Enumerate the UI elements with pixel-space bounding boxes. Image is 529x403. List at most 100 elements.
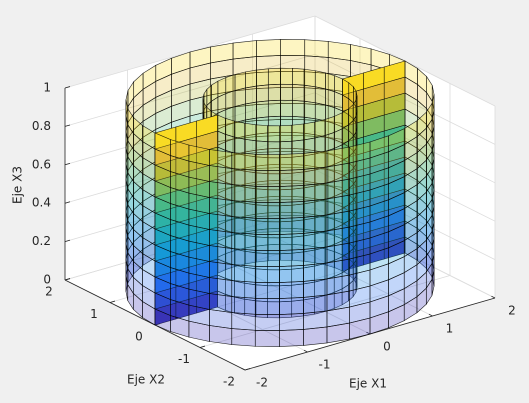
inner-cylinder-face (256, 84, 269, 103)
outer-cylinder-face (303, 150, 328, 170)
outer-cylinder-face (231, 248, 256, 267)
inner-cylinder-face (234, 120, 246, 140)
y-tick (244, 368, 251, 371)
outer-cylinder-face (231, 152, 256, 171)
inner-cylinder-face (334, 75, 343, 96)
x-tick (241, 367, 246, 371)
outer-cylinder-face (232, 40, 257, 60)
inner-cylinder-face (217, 114, 226, 135)
inner-cylinder-face (342, 78, 350, 100)
outer-cylinder-face (210, 42, 234, 64)
inner-cylinder-face (225, 117, 235, 138)
outer-cylinder-face (279, 185, 304, 203)
outer-cylinder-face (303, 166, 328, 186)
inner-cylinder-face (303, 100, 316, 120)
outer-cylinder-face (254, 297, 280, 315)
inner-cylinder-face (280, 67, 293, 85)
inner-cylinder-face (256, 68, 269, 87)
outer-cylinder-face (303, 262, 328, 282)
outer-cylinder-face (303, 294, 328, 314)
z-tick-label: 0.8 (32, 119, 51, 133)
z-tick (64, 124, 71, 127)
inner-cylinder-face (292, 84, 305, 102)
inner-cylinder-face (267, 99, 281, 118)
outer-cylinder-face (254, 249, 280, 267)
inner-cylinder-face (279, 124, 293, 143)
outer-cylinder-face (303, 326, 328, 346)
outer-cylinder-face (254, 281, 280, 299)
x-tick-label: -1 (319, 358, 331, 372)
inner-cylinder-face (234, 136, 246, 156)
outer-cylinder-face (279, 153, 304, 171)
y-tick-label: 2 (45, 285, 53, 299)
inner-cylinder-face (234, 103, 246, 123)
outer-cylinder-face (254, 233, 280, 251)
outer-cylinder-face (254, 185, 280, 203)
outer-cylinder-face (304, 39, 329, 58)
outer-cylinder-face (231, 168, 256, 187)
outer-cylinder-face (231, 296, 256, 315)
y-tick (199, 345, 206, 348)
outer-cylinder-face (326, 146, 350, 168)
inner-cylinder-face (303, 68, 316, 88)
outer-cylinder-face (254, 169, 280, 187)
outer-cylinder-face (254, 313, 280, 331)
y-tick-label: 0 (135, 330, 143, 344)
inner-cylinder-face (256, 100, 269, 119)
outer-cylinder-face (279, 169, 304, 187)
outer-cylinder-face (231, 184, 256, 203)
y-tick-label: -1 (178, 352, 190, 366)
outer-cylinder-face (280, 39, 306, 57)
z-tick (64, 239, 71, 242)
inner-cylinder-face (245, 85, 257, 105)
inner-cylinder-face (245, 101, 257, 121)
inner-cylinder-face (303, 84, 316, 104)
z-axis-label: Eje X3 (11, 166, 25, 204)
x-tick (303, 349, 308, 353)
x-tick-label: 1 (446, 322, 454, 336)
outer-cylinder-face (279, 329, 304, 347)
y-tick-label: -2 (223, 375, 235, 389)
inner-cylinder-face (245, 69, 257, 89)
inner-cylinder-face (314, 119, 326, 139)
y-tick-label: 1 (90, 307, 98, 321)
outer-cylinder-face (231, 232, 256, 251)
outer-cylinder-face (231, 264, 256, 283)
outer-cylinder-face (231, 312, 256, 331)
outer-cylinder-face (256, 39, 281, 57)
outer-cylinder-face (303, 230, 328, 250)
z-tick-label: 0 (43, 273, 51, 287)
inner-cylinder-face (267, 125, 280, 143)
outer-cylinder-face (254, 153, 280, 171)
outer-cylinder-face (303, 278, 328, 298)
outer-cylinder-face (279, 201, 304, 219)
outer-cylinder-face (279, 265, 304, 283)
z-tick (64, 86, 71, 89)
outer-cylinder-face (279, 217, 304, 235)
outer-cylinder-face (279, 297, 304, 315)
outer-cylinder-face (327, 41, 351, 61)
inner-cylinder-face (225, 74, 236, 95)
outer-cylinder-face (303, 214, 328, 234)
outer-cylinder-face (231, 280, 256, 299)
x-tick (428, 313, 433, 317)
z-tick-label: 0.4 (32, 196, 51, 210)
y-axis-label: Eje X2 (127, 373, 165, 387)
x-tick-label: -2 (256, 376, 268, 390)
inner-cylinder-face (303, 121, 315, 141)
outer-cylinder-face (279, 249, 304, 267)
z-tick (64, 162, 71, 166)
x-axis-label: Eje X1 (349, 377, 387, 391)
outer-cylinder-face (231, 216, 256, 235)
inner-cylinder-face (292, 100, 305, 118)
outer-cylinder-face (303, 310, 328, 330)
x-tick (366, 331, 371, 335)
z-tick (64, 201, 71, 204)
inner-cylinder-face (217, 77, 227, 98)
inner-cylinder-face (314, 86, 326, 106)
inner-cylinder-face (314, 102, 326, 122)
x-tick-label: 2 (508, 304, 516, 318)
inner-cylinder-face (225, 133, 235, 154)
inner-cylinder-face (333, 112, 343, 133)
